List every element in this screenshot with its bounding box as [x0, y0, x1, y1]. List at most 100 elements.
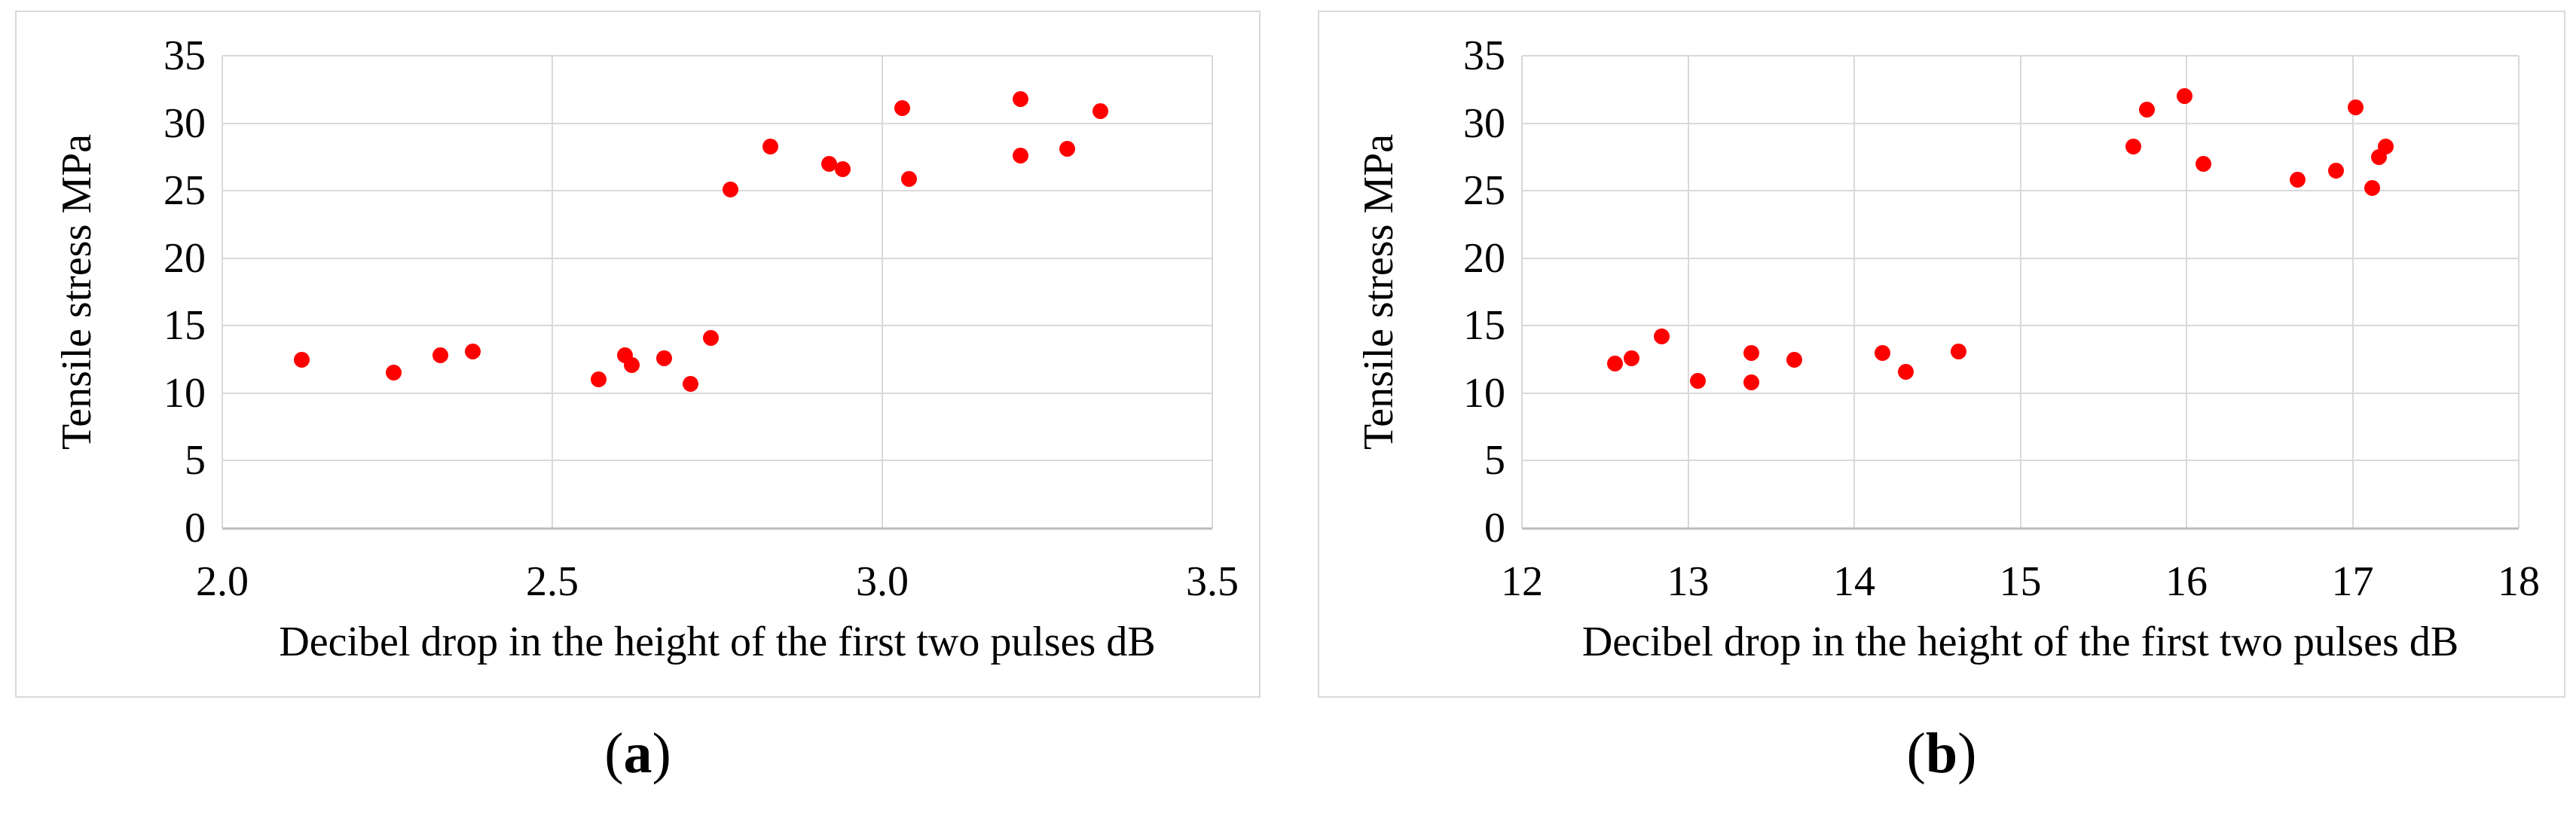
chart-b-data-point: [1743, 374, 1759, 391]
chart-b-vertical-gridline: [1687, 56, 1689, 528]
chart-b-data-point: [2138, 102, 2155, 118]
chart-b-vertical-gridline: [2518, 56, 2519, 528]
chart-b-horizontal-gridline: [1522, 325, 2519, 327]
chart-a-vertical-gridline: [222, 56, 223, 528]
chart-a-x-tick-label: 3.0: [856, 558, 909, 605]
chart-a-data-point: [293, 351, 310, 368]
chart-b-data-point: [2177, 88, 2193, 105]
chart-a-y-tick-label: 0: [185, 505, 206, 552]
chart-b-x-tick-label: 15: [1999, 558, 2042, 605]
chart-b-data-point: [1897, 363, 1914, 380]
chart-b-y-tick-label: 10: [1463, 369, 1505, 417]
chart-a-horizontal-gridline: [222, 122, 1212, 124]
chart-b-data-point: [1786, 351, 1803, 368]
caption-a-open-paren: (: [604, 722, 624, 785]
chart-b-data-point: [2195, 155, 2211, 172]
chart-b-vertical-gridline: [2019, 56, 2021, 528]
chart-a-data-point: [1092, 102, 1108, 119]
caption-b-letter: b: [1925, 722, 1958, 785]
chart-b-vertical-gridline: [2351, 56, 2354, 528]
chart-b-data-point: [2327, 162, 2344, 179]
chart-b-x-tick-label: 12: [1501, 558, 1543, 605]
chart-a-data-point: [762, 138, 778, 154]
chart-b-data-point: [1606, 355, 1623, 371]
chart-b-y-tick-label: 35: [1463, 32, 1505, 79]
chart-a-data-point: [386, 365, 402, 381]
chart-a-y-tick-label: 15: [163, 302, 206, 350]
chart-a-x-tick-label: 2.5: [526, 558, 579, 605]
chart-a-data-point: [1013, 148, 1029, 164]
chart-b-horizontal-gridline: [1522, 392, 2519, 394]
chart-b-vertical-gridline: [1853, 56, 1855, 528]
chart-a-data-point: [1013, 90, 1029, 107]
chart-b-x-axis-line: [1522, 527, 2519, 530]
chart-a-horizontal-gridline: [222, 190, 1212, 192]
chart-b-data-point: [1690, 373, 1707, 390]
chart-a-horizontal-gridline: [222, 55, 1212, 57]
chart-a-caption: (a): [15, 722, 1260, 785]
chart-a-x-tick-label: 3.5: [1186, 558, 1239, 605]
caption-b-close-paren: ): [1957, 722, 1977, 785]
chart-b-data-point: [2364, 180, 2381, 197]
chart-a-horizontal-gridline: [222, 325, 1212, 327]
chart-a-data-point: [900, 170, 917, 187]
chart-a-data-point: [683, 375, 699, 392]
chart-b-data-point: [1653, 328, 1670, 345]
chart-a-vertical-gridline: [552, 56, 553, 528]
chart-a-y-tick-label: 20: [163, 234, 206, 282]
chart-b-horizontal-gridline: [1522, 55, 2519, 57]
caption-a-close-paren: ): [652, 722, 671, 785]
caption-b-open-paren: (: [1906, 722, 1926, 785]
chart-a-y-tick-label: 35: [163, 32, 206, 79]
chart-a-horizontal-gridline: [222, 392, 1212, 394]
chart-b-data-point: [1743, 344, 1759, 361]
chart-a-x-axis-title: Decibel drop in the height of the first …: [279, 619, 1156, 665]
chart-b-y-tick-label: 20: [1463, 234, 1505, 282]
chart-b-horizontal-gridline: [1522, 460, 2519, 462]
chart-b-horizontal-gridline: [1522, 257, 2519, 259]
caption-a-letter: a: [623, 722, 652, 785]
chart-a-y-tick-label: 30: [163, 99, 206, 147]
chart-a-data-point: [432, 347, 448, 364]
chart-a-data-point: [834, 160, 851, 177]
chart-a-horizontal-gridline: [222, 460, 1212, 462]
chart-b-y-tick-label: 15: [1463, 302, 1505, 350]
chart-a-x-tick-label: 2.0: [196, 558, 249, 605]
chart-a-y-tick-label: 25: [163, 167, 206, 215]
chart-b-data-point: [1874, 344, 1890, 361]
chart-b-vertical-gridline: [1521, 56, 1523, 528]
chart-b-y-tick-label: 0: [1484, 505, 1505, 552]
chart-b-x-axis-title: Decibel drop in the height of the first …: [1581, 619, 2459, 665]
chart-b-vertical-gridline: [2186, 56, 2187, 528]
chart-b-data-point: [2348, 99, 2364, 115]
chart-a-vertical-gridline: [882, 56, 883, 528]
chart-a-data-point: [656, 350, 673, 366]
chart-a-y-tick-label: 5: [185, 437, 206, 484]
chart-a-x-axis-line: [222, 527, 1212, 530]
chart-a-data-point: [465, 343, 481, 359]
chart-a-horizontal-gridline: [222, 257, 1212, 259]
chart-b-y-tick-label: 5: [1484, 437, 1505, 484]
chart-a-y-tick-label: 10: [163, 369, 206, 417]
chart-b-data-point: [2125, 138, 2141, 154]
chart-b-caption: (b): [1318, 722, 2565, 785]
chart-a-data-point: [894, 100, 910, 117]
chart-a-data-point: [821, 155, 838, 172]
chart-b-data-point: [2290, 172, 2306, 188]
chart-b-data-point: [2378, 138, 2394, 154]
chart-b-horizontal-gridline: [1522, 190, 2519, 192]
chart-a-data-point: [590, 371, 607, 388]
chart-b-y-tick-label: 30: [1463, 99, 1505, 147]
chart-a-data-point: [1059, 141, 1075, 157]
chart-b-box: [1318, 11, 2565, 698]
chart-b-x-tick-label: 18: [2498, 558, 2540, 605]
chart-a-vertical-gridline: [1212, 56, 1213, 528]
chart-b-x-tick-label: 17: [2331, 558, 2374, 605]
chart-b-data-point: [1624, 350, 1640, 366]
chart-b-x-tick-label: 16: [2165, 558, 2208, 605]
chart-a-data-point: [623, 356, 640, 373]
chart-b-x-tick-label: 13: [1667, 558, 1710, 605]
chart-b-x-tick-label: 14: [1833, 558, 1875, 605]
chart-b-y-tick-label: 25: [1463, 167, 1505, 215]
